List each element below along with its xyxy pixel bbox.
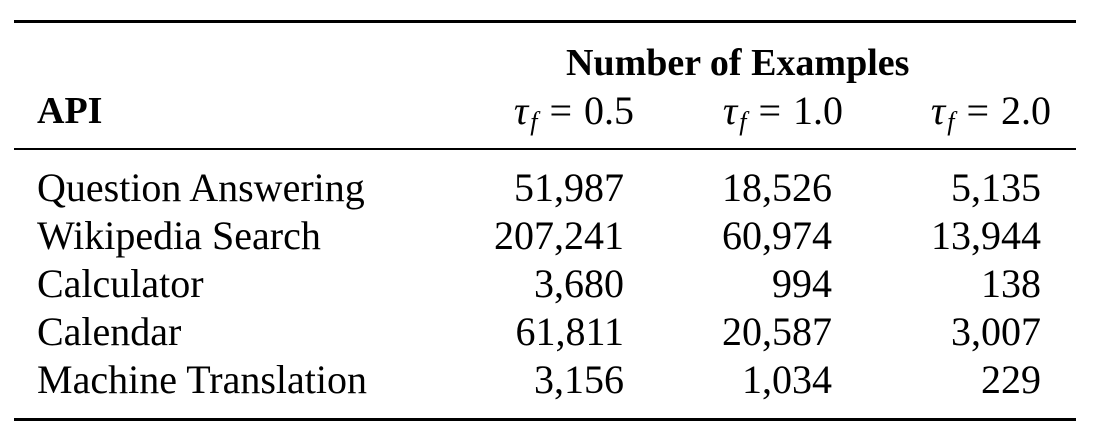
value-cell: 18,526	[722, 165, 832, 210]
api-name-cell: Wikipedia Search	[37, 213, 321, 258]
table-row: Calculator 3,680 994 138	[14, 260, 1076, 308]
value-cell: 5,135	[951, 165, 1041, 210]
table-row: Calendar 61,811 20,587 3,007	[14, 308, 1076, 356]
tau-symbol: τ	[930, 88, 946, 133]
value-cell: 13,944	[931, 213, 1041, 258]
table-header: Number of Examples API τf = 0.5 τf = 1.0 τf =…	[14, 23, 1076, 148]
tau-symbol: τ	[513, 88, 529, 133]
value-cell: 207,241	[494, 213, 624, 258]
threshold-value: 0.5	[584, 88, 634, 133]
value-cell: 20,587	[722, 309, 832, 354]
tau-symbol: τ	[722, 88, 738, 133]
value-cell: 138	[981, 261, 1041, 306]
table-row: Machine Translation 3,156 1,034 229	[14, 356, 1076, 404]
tau-subscript: f	[530, 107, 538, 136]
table-row: Wikipedia Search 207,241 60,974 13,944	[14, 212, 1076, 260]
results-table: Number of Examples API τf = 0.5 τf = 1.0 τf =…	[14, 20, 1076, 421]
api-name-cell: Calculator	[37, 261, 204, 306]
top-rule	[14, 20, 1076, 23]
column-header-tau-0-5: τf = 0.5	[514, 87, 634, 137]
value-cell: 51,987	[514, 165, 624, 210]
value-cell: 229	[981, 357, 1041, 402]
header-rule	[14, 148, 1076, 150]
value-cell: 61,811	[515, 309, 624, 354]
value-cell: 3,007	[951, 309, 1041, 354]
api-name-cell: Machine Translation	[37, 357, 367, 402]
equals-sign: =	[758, 88, 781, 133]
table-body: Question Answering 51,987 18,526 5,135 W…	[14, 150, 1076, 404]
api-name-cell: Calendar	[37, 309, 182, 354]
api-column-header: API	[37, 90, 103, 132]
equals-sign: =	[549, 88, 572, 133]
api-name-cell: Question Answering	[37, 165, 365, 210]
value-cell: 994	[772, 261, 832, 306]
equals-sign: =	[966, 88, 989, 133]
value-cell: 3,156	[534, 357, 624, 402]
threshold-value: 2.0	[1001, 88, 1051, 133]
tau-subscript: f	[947, 107, 955, 136]
column-header-tau-2-0: τf = 2.0	[931, 87, 1051, 137]
column-header-tau-1-0: τf = 1.0	[723, 87, 843, 137]
group-header: Number of Examples	[566, 42, 910, 84]
bottom-rule	[14, 418, 1076, 421]
table-row: Question Answering 51,987 18,526 5,135	[14, 164, 1076, 212]
value-cell: 3,680	[534, 261, 624, 306]
tau-subscript: f	[739, 107, 747, 136]
value-cell: 60,974	[722, 213, 832, 258]
threshold-value: 1.0	[793, 88, 843, 133]
value-cell: 1,034	[742, 357, 832, 402]
